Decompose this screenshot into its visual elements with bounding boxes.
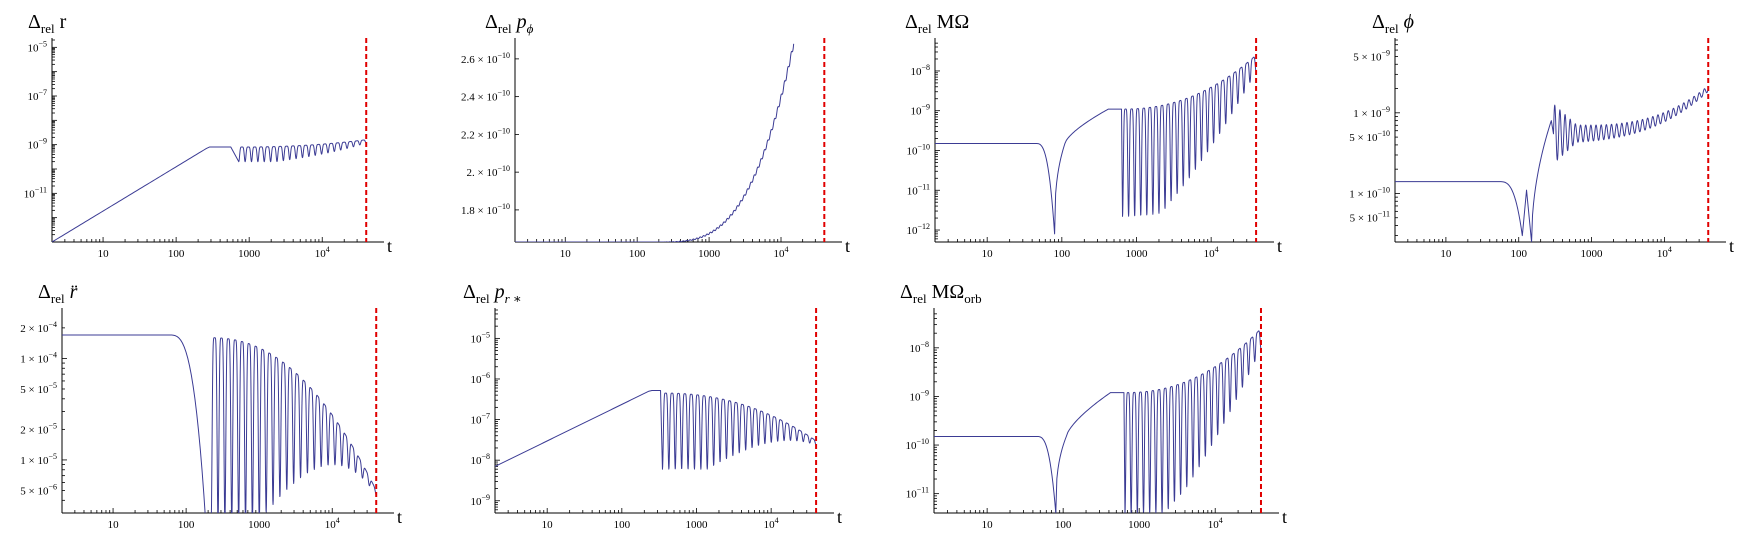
x-axis-label: t	[1729, 236, 1734, 256]
panel-title: Δrel r	[28, 11, 67, 36]
panel-4: 10 100 1000 104 5 × 10−9 1 × 10−9 5 × 10−10 1 ×…	[1349, 11, 1734, 260]
y-tick-label: 10−10	[906, 142, 930, 157]
x-tick-label: 1000	[1125, 248, 1148, 260]
panel-2: 10 100 1000 104 2.6 × 10−10 2.4 × 10−10 2.2 × …	[461, 11, 850, 260]
y-tick-label: 10−9	[470, 493, 490, 508]
y-tick-label: 2 × 10−5	[20, 421, 57, 436]
x-axis-label: t	[387, 236, 392, 256]
x-tick-label: 104	[1657, 245, 1672, 260]
panel-1: 10 100 1000 104 10−5 10−7 10−9 10−11 t Δrel r	[24, 11, 392, 260]
x-tick-label: 100	[1055, 519, 1072, 531]
y-tick-label: 2.2 × 10−10	[461, 126, 510, 141]
x-tick-label: 100	[178, 519, 195, 531]
series-line	[1395, 88, 1709, 242]
y-tick-label: 10−6	[470, 371, 490, 386]
x-tick-label: 100	[629, 248, 646, 260]
y-tick-label: 2.6 × 10−10	[461, 51, 510, 66]
y-tick-label: 1 × 10−10	[1349, 185, 1390, 200]
series-line	[515, 43, 795, 242]
x-tick-label: 104	[774, 245, 789, 260]
x-tick-label: 104	[1208, 516, 1223, 531]
y-tick-label: 2. × 10−10	[467, 164, 510, 179]
series-line	[495, 390, 817, 470]
x-axis-label: t	[397, 507, 402, 527]
series-line	[934, 330, 1262, 513]
y-tick-label: 10−9	[27, 137, 47, 152]
x-tick-label: 10	[982, 248, 994, 260]
y-tick-label: 10−11	[907, 182, 930, 197]
x-tick-label: 104	[315, 245, 330, 260]
x-tick-label: 104	[1204, 245, 1219, 260]
y-tick-label: 5 × 10−5	[20, 381, 57, 396]
y-tick-label: 2.4 × 10−10	[461, 89, 510, 104]
y-tick-label: 10−5	[470, 330, 490, 345]
x-tick-label: 1000	[698, 248, 721, 260]
y-tick-label: 10−5	[27, 39, 47, 54]
y-tick-label: 5 × 10−9	[1353, 48, 1390, 63]
y-tick-label: 1 × 10−4	[20, 350, 57, 365]
y-tick-label: 10−8	[909, 340, 929, 355]
x-tick-label: 100	[168, 248, 185, 260]
y-tick-label: 10−12	[906, 222, 930, 237]
y-tick-label: 10−7	[27, 88, 47, 103]
x-tick-label: 10	[98, 248, 110, 260]
panel-title: Δrel MΩ	[905, 11, 969, 36]
x-tick-label: 1000	[238, 248, 261, 260]
x-axis-label: t	[1277, 236, 1282, 256]
panel-3: 10 100 1000 104 10−8 10−9 10−10 10−11 10−12 t Δrel…	[905, 11, 1282, 260]
y-tick-label: 1.8 × 10−10	[461, 202, 510, 217]
series-line	[62, 334, 377, 513]
y-tick-label: 1 × 10−5	[20, 452, 57, 467]
y-tick-label: 1 × 10−9	[1353, 105, 1390, 120]
x-tick-label: 10	[542, 519, 554, 531]
y-tick-label: 5 × 10−11	[1350, 210, 1390, 225]
y-tick-label: 10−10	[905, 437, 929, 452]
x-tick-label: 1000	[248, 519, 271, 531]
y-tick-label: 10−9	[909, 388, 929, 403]
x-axis-label: t	[1282, 507, 1287, 527]
x-axis-label: t	[837, 507, 842, 527]
x-axis-label: t	[845, 236, 850, 256]
panel-6: 10 100 1000 104 10−5 10−6 10−7 10−8 10−9 t Δrel pr…	[463, 281, 842, 531]
y-tick-label: 10−11	[24, 185, 47, 200]
panel-title: Δrel pϕ	[485, 11, 534, 36]
panel-title: Δrel MΩorb	[900, 281, 982, 306]
series-line	[52, 139, 367, 242]
y-tick-label: 10−9	[910, 103, 930, 118]
x-tick-label: 10	[108, 519, 120, 531]
panel-5: 10 100 1000 104 2 × 10−4 1 × 10−4 5 × 10−5 2 × …	[20, 281, 402, 531]
x-tick-label: 104	[764, 516, 779, 531]
y-tick-label: 10−11	[906, 486, 929, 501]
x-tick-label: 10	[560, 248, 572, 260]
x-tick-label: 1000	[1581, 248, 1604, 260]
panel-title: Δrel r̈	[38, 281, 78, 306]
x-tick-label: 100	[614, 519, 631, 531]
x-tick-label: 100	[1054, 248, 1071, 260]
y-tick-label: 2 × 10−4	[20, 320, 57, 335]
x-tick-label: 1000	[1128, 519, 1151, 531]
panel-title: Δrel pr ∗	[463, 281, 522, 306]
panel-7: 10 100 1000 104 10−8 10−9 10−10 10−11 t Δrel MΩor…	[900, 281, 1287, 531]
x-tick-label: 100	[1510, 248, 1527, 260]
panel-title: Δrel ϕ	[1372, 11, 1414, 36]
x-tick-label: 1000	[685, 519, 708, 531]
x-tick-label: 10	[1440, 248, 1452, 260]
y-tick-label: 10−8	[470, 452, 490, 467]
series-line	[935, 56, 1257, 235]
x-tick-label: 104	[325, 516, 340, 531]
x-tick-label: 10	[982, 519, 994, 531]
y-tick-label: 5 × 10−10	[1349, 129, 1390, 144]
y-tick-label: 10−7	[470, 412, 490, 427]
y-tick-label: 5 × 10−6	[20, 482, 57, 497]
y-tick-label: 10−8	[910, 63, 930, 78]
